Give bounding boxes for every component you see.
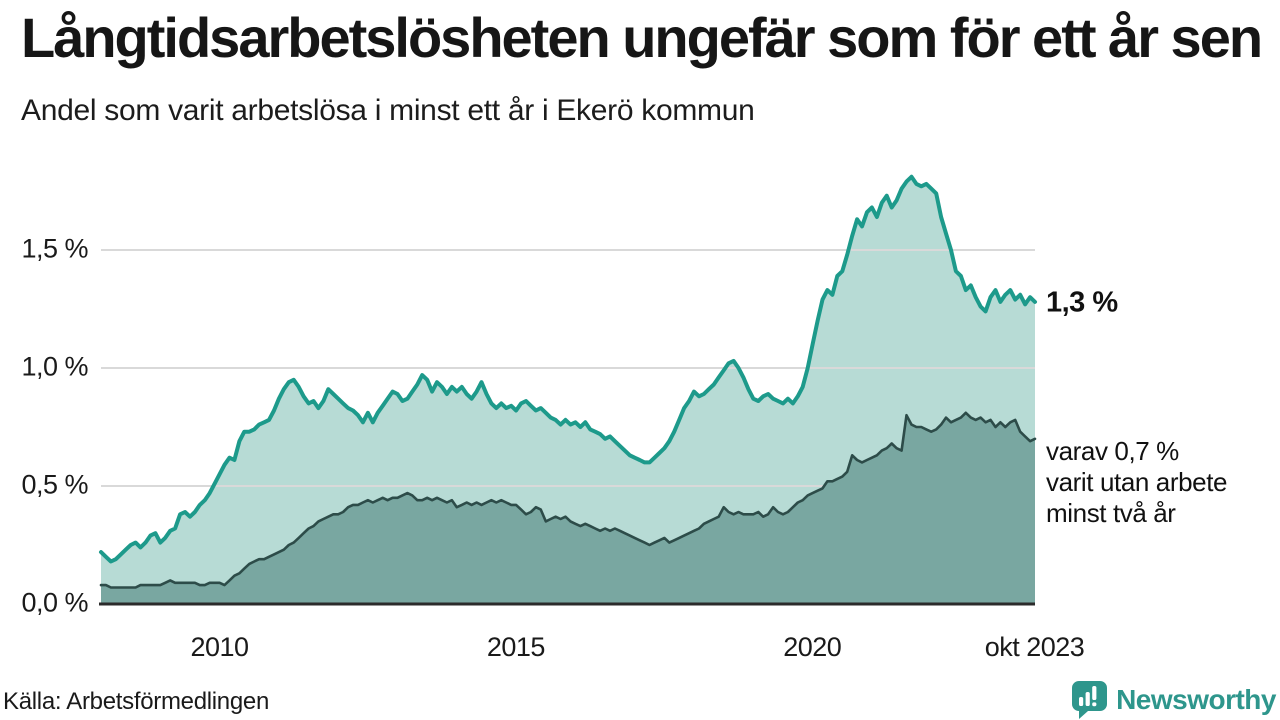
annotation-line-2: varit utan arbete: [1046, 467, 1228, 497]
series-area-minst-tva-ar: [101, 412, 1035, 604]
series-line-minst-ett-ar: [99, 174, 1037, 564]
annotation-line-3: minst två år: [1046, 498, 1176, 528]
y-tick-label: 0,5 %: [21, 469, 88, 500]
secondary-series-annotation: varav 0,7 % varit utan arbete minst två …: [1046, 436, 1227, 529]
x-tick-label: 2010: [190, 632, 249, 662]
newsworthy-logo: Newsworthy: [1071, 680, 1276, 720]
x-tick-label: okt 2023: [984, 632, 1085, 662]
y-tick-label: 1,5 %: [21, 233, 88, 264]
y-tick-label: 0,0 %: [21, 587, 88, 618]
annotation-line-1: varav 0,7 %: [1046, 436, 1179, 466]
x-tick-label: 2020: [783, 632, 842, 662]
source-note: Källa: Arbetsförmedlingen: [3, 688, 269, 715]
x-tick-label: 2015: [486, 632, 546, 662]
chart-title: Långtidsarbetslösheten ungefär som för e…: [21, 6, 1263, 69]
chart-subtitle: Andel som varit arbetslösa i minst ett å…: [21, 94, 755, 127]
y-tick-label: 1,0 %: [21, 351, 88, 382]
newsworthy-bubble-icon: [1072, 681, 1108, 719]
newsworthy-wordmark: Newsworthy: [1116, 684, 1276, 715]
end-value-label: 1,3 %: [1046, 286, 1118, 319]
series-line-minst-tva-ar: [99, 411, 1037, 589]
series-area-minst-ett-ar: [101, 176, 1035, 605]
